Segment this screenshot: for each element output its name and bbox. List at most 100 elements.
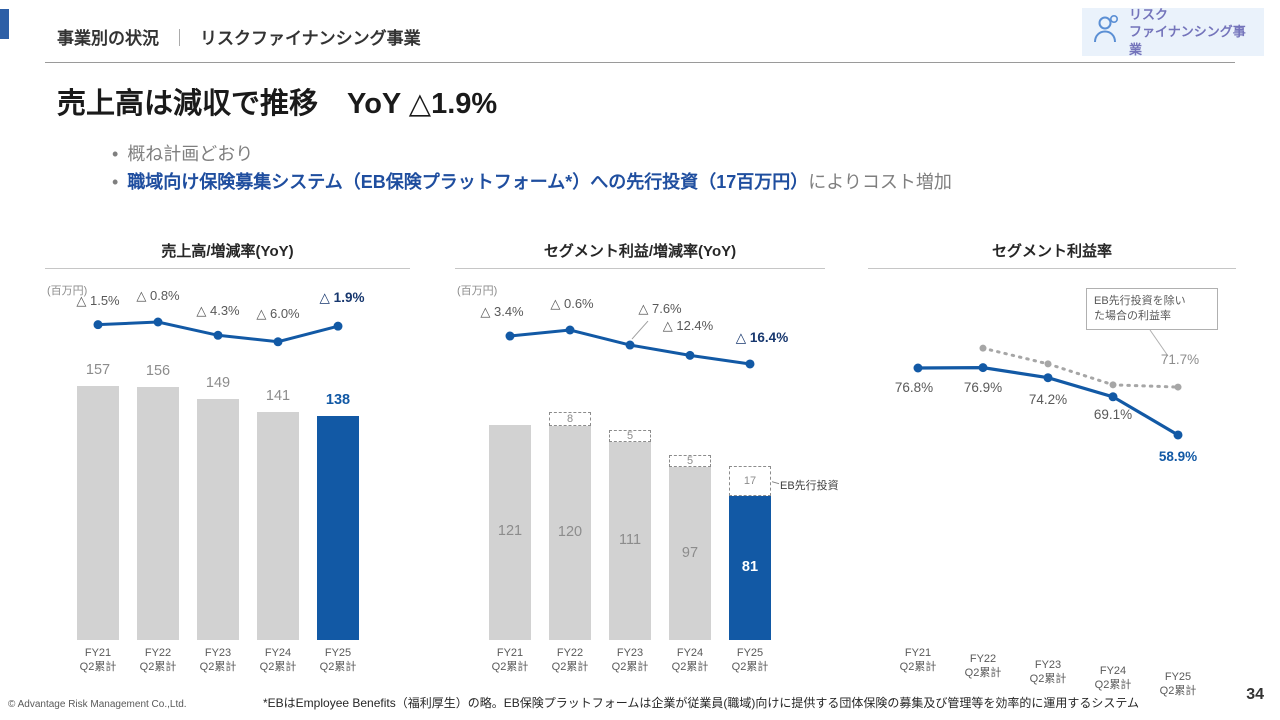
data-point-marker [93,320,103,330]
bar-FY22 [549,426,591,640]
margin-value-label: 76.9% [963,379,1003,395]
annotation-box: EB先行投資を除い た場合の利益率 [1086,288,1218,330]
bullet-list: • 概ね計画どおり • 職域向け保険募集システム（EB保険プラットフォーム*）へ… [112,140,952,196]
header-divider [45,62,1235,63]
dashed-addon-box: 5 [669,455,711,468]
data-point-marker [978,363,988,373]
chart-title-rule [45,268,410,269]
x-axis-label-line: Q2累計 [139,661,177,673]
x-axis-label-line: Q2累計 [551,661,589,673]
bar-FY21 [489,424,531,640]
x-axis-label-line: FY25 [324,647,352,659]
chart-title-rule [455,268,825,269]
pct-change-label: △ 0.8% [136,288,180,303]
data-point-marker [273,337,283,347]
data-point-marker [745,359,755,369]
person-icon [1092,13,1120,52]
page-title: 売上高は減収で推移 YoY △1.9% [57,88,498,120]
x-axis-label-line: Q2累計 [671,661,709,673]
chart-title: セグメント利益/増減率(YoY) [543,243,737,260]
data-point-marker [153,317,163,327]
bar-FY24 [669,467,711,640]
margin-value-label: 69.1% [1093,406,1133,422]
x-axis-label: FY22 Q2累計 [949,652,1017,680]
data-point-marker [213,330,223,340]
x-axis-label: FY21 Q2累計 [884,646,952,674]
data-point-marker [1173,430,1183,440]
x-axis-label-line: Q2累計 [731,661,769,673]
x-axis-label: FY21 Q2累計 [64,646,132,674]
chart-layer: 121 FY21 Q2累計 120 FY22 Q2累計 111 FY23 Q2累計 97 FY24 Q… [455,238,838,698]
leader-line [771,481,780,485]
pct-change-label: △ 16.4% [735,329,789,345]
data-point-marker [625,340,635,350]
data-point-marker [913,363,923,373]
dashed-addon-box: 17 [729,465,771,496]
x-axis-label: FY24 Q2累計 [1079,664,1147,692]
bullet-rest-text: によりコスト増加 [808,172,952,192]
bar-FY21 [77,385,119,640]
data-point-marker [333,321,343,331]
chart-layer: FY21 Q2累計 FY22 Q2累計 FY23 Q2累計 FY24 Q2累計 FY25 Q2累計… [868,238,1236,698]
segment-badge: リスク ファイナンシング事業 [1082,7,1264,57]
x-axis-label: FY23 Q2累計 [596,646,664,674]
chart-title-rule [868,268,1236,269]
accent-bar [0,9,9,39]
bar-value-label: 121 [497,523,523,540]
bar-FY24 [257,411,299,640]
x-axis-label: FY23 Q2累計 [184,646,252,674]
margin-value-label: 71.7% [1160,352,1200,368]
x-axis-label-line: Q2累計 [964,667,1002,679]
copyright: © Advantage Risk Management Co.,Ltd. [8,699,187,710]
leader-line [631,320,649,340]
x-axis-label-line: Q2累計 [1159,685,1197,697]
pct-change-label: △ 7.6% [638,301,682,317]
chart-title: セグメント利益率 [991,243,1112,260]
bar-FY25 [729,495,771,640]
pct-change-label: △ 4.3% [196,303,240,319]
page-number: 34 [1246,686,1264,703]
chart-plot [505,320,780,485]
x-axis-label: FY22 Q2累計 [536,646,604,674]
bar-FY22 [137,387,179,640]
pct-change-label: △ 1.9% [319,290,365,306]
x-axis-label: FY25 Q2累計 [716,646,784,674]
bullet-item-1: • 概ね計画どおり [112,140,952,168]
bar-value-label: 111 [618,532,642,549]
line-series [981,346,1180,389]
bar-value-label: 141 [265,387,291,404]
x-axis-label-line: Q2累計 [491,661,529,673]
x-axis-label-line: FY23 [616,647,644,659]
bar-FY25 [317,416,359,640]
x-axis-label: FY22 Q2累計 [124,646,192,674]
margin-value-label: 58.9% [1158,448,1198,464]
x-axis-label-line: Q2累計 [79,661,117,673]
bullet-highlight-text: 職域向け保険募集システム（EB保険プラットフォーム*）への先行投資（17百万円） [127,172,809,192]
bar-value-label: 138 [325,392,351,409]
bar-FY23 [197,398,239,640]
bullet-text: 概ね計画どおり [127,144,254,164]
chart-plot [93,317,343,347]
data-point-marker [1108,392,1118,402]
bar-value-label: 97 [681,544,699,561]
x-axis-label: FY23 Q2累計 [1014,658,1082,686]
x-axis-label-line: Q2累計 [899,661,937,673]
chart-unit-label: (百万円) [457,285,498,297]
x-axis-label-line: FY21 [904,647,932,659]
x-axis-label-line: Q2累計 [259,661,297,673]
chart-revenue: 売上高/増減率(YoY) (百万円) 157 FY21 Q2累計 156 FY22 Q2累… [45,238,410,698]
chart-unit-label: (百万円) [47,285,88,297]
annotation-line2: た場合の利益率 [1094,310,1171,322]
dashed-addon-box: 8 [549,412,591,427]
data-point-marker [565,325,575,335]
x-axis-label-line: FY22 [969,653,997,665]
annotation-line1: EB先行投資を除い [1094,295,1186,307]
x-axis-label: FY24 Q2累計 [244,646,312,674]
pct-change-label: △ 12.4% [662,318,714,334]
x-axis-label: FY21 Q2累計 [476,646,544,674]
chart-title: 売上高/増減率(YoY) [161,243,294,260]
data-point-marker [1109,381,1117,389]
x-axis-label-line: Q2累計 [199,661,237,673]
leader-line [1149,329,1169,357]
